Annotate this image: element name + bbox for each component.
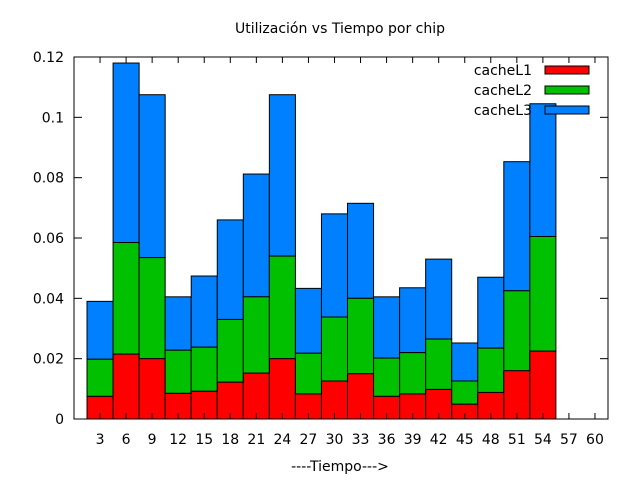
- y-tick-label: 0.04: [33, 291, 64, 307]
- legend-swatch-cacheL1: [544, 65, 590, 75]
- bar-cacheL2-9: [138, 257, 166, 360]
- x-tick-label: 33: [352, 432, 370, 448]
- y-tick-label: 0.1: [42, 110, 64, 126]
- y-tick-label: 0.06: [33, 231, 64, 247]
- legend-swatch-cacheL2: [544, 85, 590, 95]
- bar-cacheL3-42: [425, 258, 453, 340]
- x-tick-label: 39: [404, 432, 422, 448]
- bar-cacheL2-3: [86, 358, 114, 397]
- bar-cacheL1-6: [112, 353, 140, 420]
- bar-cacheL3-33: [347, 202, 375, 299]
- bar-cacheL2-12: [164, 349, 192, 394]
- bar-cacheL2-45: [451, 380, 479, 405]
- legend-label-cacheL3: cacheL3: [474, 103, 532, 119]
- bar-cacheL2-54: [529, 235, 557, 352]
- x-tick-label: 21: [247, 432, 265, 448]
- x-tick-label: 54: [534, 432, 552, 448]
- bar-cacheL3-6: [112, 62, 140, 244]
- bar-cacheL3-51: [503, 161, 531, 292]
- x-tick-label: 3: [96, 432, 105, 448]
- bar-cacheL3-30: [320, 213, 349, 318]
- y-tick-label: 0.12: [33, 50, 64, 66]
- bar-cacheL3-21: [242, 173, 270, 298]
- x-tick-label: 6: [122, 432, 131, 448]
- bar-cacheL1-54: [529, 350, 557, 420]
- x-tick-label: 42: [430, 432, 448, 448]
- bar-cacheL2-33: [347, 297, 375, 375]
- legend-label-cacheL2: cacheL2: [474, 83, 532, 99]
- bar-cacheL2-36: [373, 357, 401, 397]
- x-tick-label: 27: [300, 432, 318, 448]
- bar-cacheL1-33: [347, 373, 375, 420]
- bar-cacheL1-51: [503, 370, 531, 420]
- bar-cacheL3-15: [190, 275, 218, 348]
- bar-cacheL3-39: [399, 287, 427, 354]
- x-tick-label: 12: [169, 432, 187, 448]
- x-tick-label: 57: [560, 432, 578, 448]
- bar-cacheL2-27: [294, 352, 322, 395]
- bars-layer: [86, 62, 557, 420]
- x-tick-label: 45: [456, 432, 474, 448]
- bar-cacheL2-15: [190, 346, 218, 392]
- legend: cacheL1 cacheL2 cacheL3: [474, 63, 590, 119]
- legend-swatch-cacheL3: [544, 105, 590, 115]
- bar-cacheL3-54: [529, 103, 557, 237]
- chart-title: Utilización vs Tiempo por chip: [235, 21, 445, 37]
- x-tick-label: 48: [482, 432, 500, 448]
- x-tick-label: 9: [148, 432, 157, 448]
- bar-cacheL3-9: [138, 94, 166, 259]
- y-tick-label: 0.08: [33, 171, 64, 187]
- bar-cacheL3-12: [164, 296, 192, 351]
- x-tick-label: 51: [508, 432, 526, 448]
- bar-cacheL2-24: [268, 255, 296, 360]
- bar-cacheL3-3: [86, 300, 114, 360]
- x-tick-label: 36: [378, 432, 396, 448]
- bar-cacheL3-48: [477, 276, 505, 349]
- bar-cacheL1-9: [138, 358, 166, 420]
- bar-cacheL2-39: [399, 352, 427, 395]
- bar-cacheL3-45: [451, 342, 479, 382]
- bar-cacheL3-18: [216, 219, 244, 320]
- bar-cacheL2-51: [503, 290, 531, 372]
- x-tick-label: 24: [273, 432, 291, 448]
- y-tick-label: 0: [55, 412, 64, 428]
- bar-cacheL2-42: [425, 338, 453, 390]
- x-tick-label: 60: [586, 432, 604, 448]
- x-axis-label: ----Tiempo--->: [291, 459, 389, 475]
- bar-cacheL3-24: [268, 94, 296, 257]
- x-tick-label: 15: [195, 432, 213, 448]
- bar-cacheL2-30: [320, 316, 349, 382]
- y-tick-label: 0.02: [33, 352, 64, 368]
- x-tick-label: 18: [221, 432, 239, 448]
- bar-cacheL2-18: [216, 318, 244, 383]
- bar-cacheL1-18: [216, 381, 244, 420]
- bar-cacheL1-21: [242, 372, 270, 420]
- bar-cacheL3-27: [294, 287, 322, 354]
- bar-cacheL1-24: [268, 358, 296, 420]
- bar-cacheL3-36: [373, 296, 401, 359]
- axes-layer: 00.020.040.060.080.10.123 6 9 12 15 18 21 24 27 3…: [33, 50, 609, 448]
- legend-label-cacheL1: cacheL1: [474, 63, 532, 79]
- bar-cacheL2-21: [242, 296, 270, 374]
- x-tick-label: 30: [326, 432, 344, 448]
- bar-cacheL2-6: [112, 242, 140, 355]
- bar-cacheL2-48: [477, 347, 505, 393]
